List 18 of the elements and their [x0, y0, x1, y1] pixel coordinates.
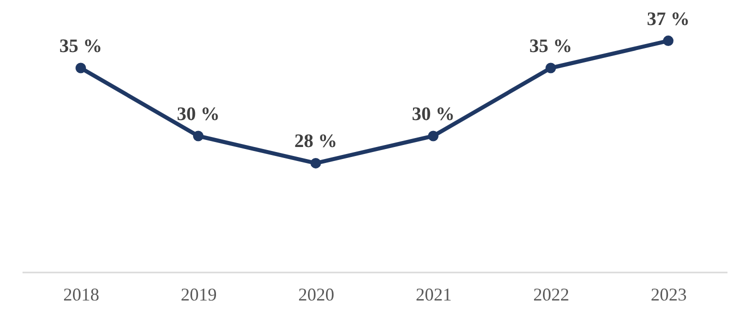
x-tick-label: 2022 — [533, 284, 570, 304]
x-tick-label: 2019 — [180, 284, 217, 304]
point — [193, 130, 204, 142]
data-label: 35 % — [59, 36, 102, 57]
point — [76, 62, 86, 74]
x-tick-label: 2021 — [416, 284, 452, 304]
x-tick-label: 2023 — [650, 284, 687, 304]
data-label: 35 % — [529, 36, 572, 57]
point — [428, 130, 438, 142]
x-tick-label: 2018 — [63, 284, 100, 304]
x-tick-label: 2020 — [298, 284, 334, 304]
data-label: 37 % — [646, 8, 690, 30]
data-label: 30 % — [176, 104, 220, 125]
data-label: 28 % — [294, 131, 338, 152]
point — [663, 36, 674, 46]
point — [310, 158, 321, 168]
data-label: 30 % — [412, 104, 455, 125]
point — [546, 62, 556, 74]
